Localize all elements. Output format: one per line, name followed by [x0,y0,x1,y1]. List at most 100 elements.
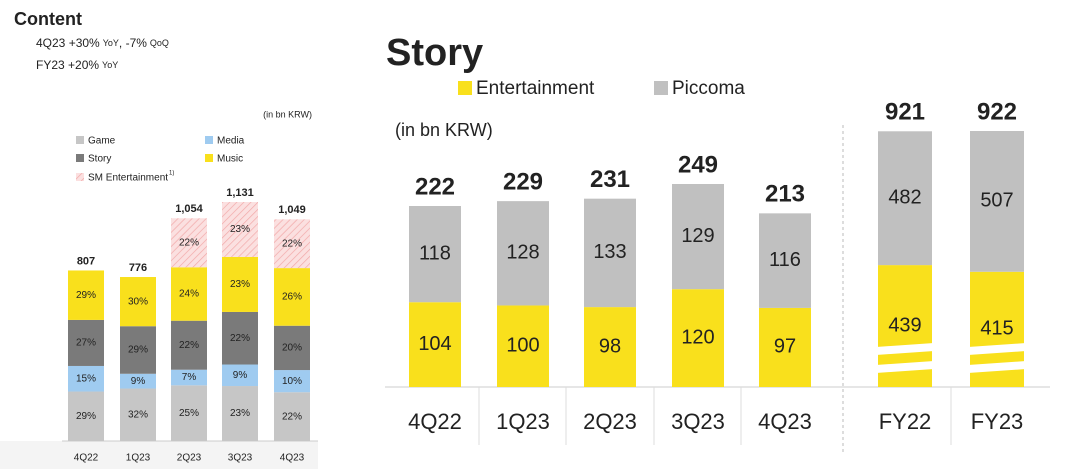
bar-segment [274,392,310,441]
bar-segment [409,302,461,387]
bar-segment [171,320,207,370]
total-label: 213 [765,181,805,208]
bar-segment [497,305,549,387]
bar-segment [274,219,310,269]
bar-segment [274,325,310,371]
value-label: 22% [282,238,302,249]
legend-swatch [205,154,213,162]
total-label: 222 [415,173,455,200]
value-label: 27% [76,338,96,349]
legend-swatch [458,81,472,95]
axis-break [876,361,934,373]
value-label: 22% [282,411,302,422]
bar-segment [222,202,258,257]
bar-segment [120,326,156,374]
x-tick-label: 4Q23 [758,409,812,434]
total-label: 807 [77,255,95,267]
legend-swatch [205,136,213,144]
value-label: 128 [506,242,539,264]
total-label: 1,131 [226,187,254,199]
value-label: 7% [182,372,197,383]
total-label: 1,049 [278,204,306,216]
value-label: 415 [980,318,1013,340]
bar-segment [120,388,156,441]
bar-segment [222,364,258,387]
subtitle-part: , -7% [119,36,147,50]
value-label: 22% [179,340,199,351]
unit-label: (in bn KRW) [395,120,493,140]
legend-label: Game [88,136,116,147]
axis-break [968,343,1026,355]
legend-swatch [654,81,668,95]
bar-segment [120,277,156,327]
legend-label: Story [88,154,111,165]
bar-segment [120,373,156,389]
subtitle-part: YoY [103,38,119,48]
value-label: 120 [681,326,714,348]
legend-swatch [76,154,84,162]
bar-segment [672,289,724,387]
bar-segment [171,267,207,321]
category-separators [478,387,952,445]
bar-segment [672,184,724,290]
value-label: 439 [888,314,921,336]
x-tick-label: 3Q23 [671,409,725,434]
bar-segment [759,213,811,308]
total-label: 231 [590,166,630,193]
subtitle-part: FY23 +20% [36,58,99,72]
bar-segment [274,370,310,393]
value-label: 23% [230,408,250,419]
x-tick-label: 2Q23 [583,409,637,434]
bar-segment [171,385,207,441]
value-label: 22% [230,333,250,344]
x-tick-label: 1Q23 [496,409,550,434]
bar-segment [970,131,1024,272]
value-label: 10% [282,376,302,387]
value-label: 24% [179,289,199,300]
bar-segment [68,270,104,320]
bar-segment [274,268,310,326]
value-label: 118 [419,242,451,264]
value-label: 507 [980,190,1013,212]
bar-segment [222,311,258,365]
legend-label: SM Entertainment [88,173,168,184]
legend-swatch [76,136,84,144]
x-tick-label: 4Q23 [280,453,305,464]
value-label: 9% [233,370,248,381]
value-label: 29% [128,345,148,356]
bar-segment [68,365,104,392]
legend-label: Music [217,154,243,165]
value-label: 29% [76,411,96,422]
legend-swatch [76,173,84,181]
bar-segment [222,386,258,441]
value-label: 482 [888,186,921,208]
axis-break [968,361,1026,373]
x-tick-label: 2Q23 [177,453,202,464]
value-label: 129 [681,225,714,247]
x-tick-label: 1Q23 [126,453,151,464]
value-label: 32% [128,409,148,420]
value-label: 100 [506,335,539,357]
value-label: 104 [418,333,451,355]
x-tick-label: FY23 [971,409,1024,434]
total-label: 922 [977,98,1017,125]
subtitle-part: YoY [102,60,118,70]
bar-segment [222,256,258,312]
bar-segment [759,307,811,387]
x-tick-label: FY22 [879,409,932,434]
value-label: 97 [774,336,796,358]
value-label: 23% [230,279,250,290]
bar-segment [171,369,207,386]
subtitle-part: QoQ [150,38,169,48]
legend-footnote: 1) [169,171,174,177]
legend-label: Media [217,136,245,147]
bar-segment [409,206,461,303]
x-tick-label: 3Q23 [228,453,253,464]
x-tick-label: 4Q22 [408,409,462,434]
subtitle: 4Q23 +30% YoY, -7% QoQ [36,36,169,50]
legend-label: Piccoma [672,78,745,99]
x-tick-label: 4Q22 [74,453,99,464]
bar-segment [171,218,207,268]
value-label: 133 [593,241,626,263]
